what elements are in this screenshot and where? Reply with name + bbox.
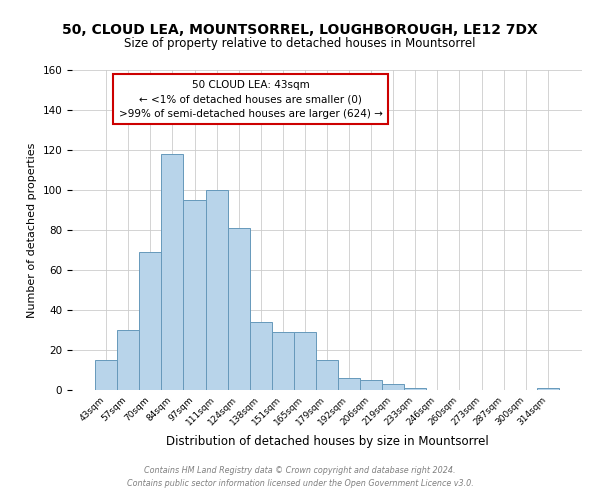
Bar — [184, 200, 206, 390]
Bar — [316, 360, 338, 390]
Text: 50 CLOUD LEA: 43sqm
← <1% of detached houses are smaller (0)
>99% of semi-detach: 50 CLOUD LEA: 43sqm ← <1% of detached ho… — [119, 80, 382, 119]
Bar — [117, 330, 139, 390]
Text: Size of property relative to detached houses in Mountsorrel: Size of property relative to detached ho… — [124, 38, 476, 51]
Text: Contains HM Land Registry data © Crown copyright and database right 2024.
Contai: Contains HM Land Registry data © Crown c… — [127, 466, 473, 487]
Bar — [338, 378, 360, 390]
Bar — [404, 388, 427, 390]
Y-axis label: Number of detached properties: Number of detached properties — [27, 142, 37, 318]
Bar — [272, 332, 294, 390]
Bar — [382, 384, 404, 390]
Bar — [95, 360, 117, 390]
Bar — [294, 332, 316, 390]
Bar — [537, 388, 559, 390]
Bar — [227, 228, 250, 390]
Bar — [206, 190, 227, 390]
Bar — [360, 380, 382, 390]
Bar — [250, 322, 272, 390]
X-axis label: Distribution of detached houses by size in Mountsorrel: Distribution of detached houses by size … — [166, 436, 488, 448]
Bar — [139, 252, 161, 390]
Bar — [161, 154, 184, 390]
Text: 50, CLOUD LEA, MOUNTSORREL, LOUGHBOROUGH, LE12 7DX: 50, CLOUD LEA, MOUNTSORREL, LOUGHBOROUGH… — [62, 22, 538, 36]
